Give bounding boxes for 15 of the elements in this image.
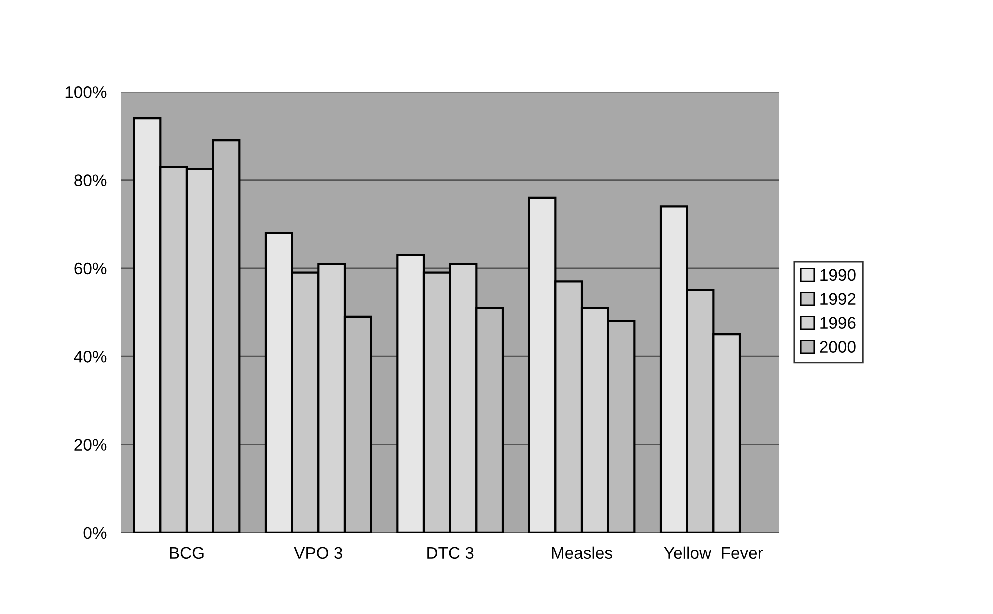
x-tick-label: DTC 3 <box>428 547 474 560</box>
legend-label: 1996 <box>820 317 856 330</box>
y-tick-label: 0% <box>84 527 107 540</box>
legend-label: 2000 <box>820 341 856 353</box>
x-tick-label: VPO 3 <box>294 547 342 560</box>
x-tick-label: Measles <box>552 546 612 560</box>
x-tick-label: Yellow Fever <box>664 546 764 560</box>
y-tick-label: 40% <box>74 351 107 363</box>
legend-label: 1990 <box>820 269 856 282</box>
y-tick-label: 60% <box>74 262 107 275</box>
y-tick-label: 80% <box>74 174 107 186</box>
y-tick-label: 100% <box>66 86 107 98</box>
legend-label: 1992 <box>820 293 856 306</box>
x-tick-label: BCG <box>170 547 204 560</box>
y-tick-label: 20% <box>74 439 107 451</box>
